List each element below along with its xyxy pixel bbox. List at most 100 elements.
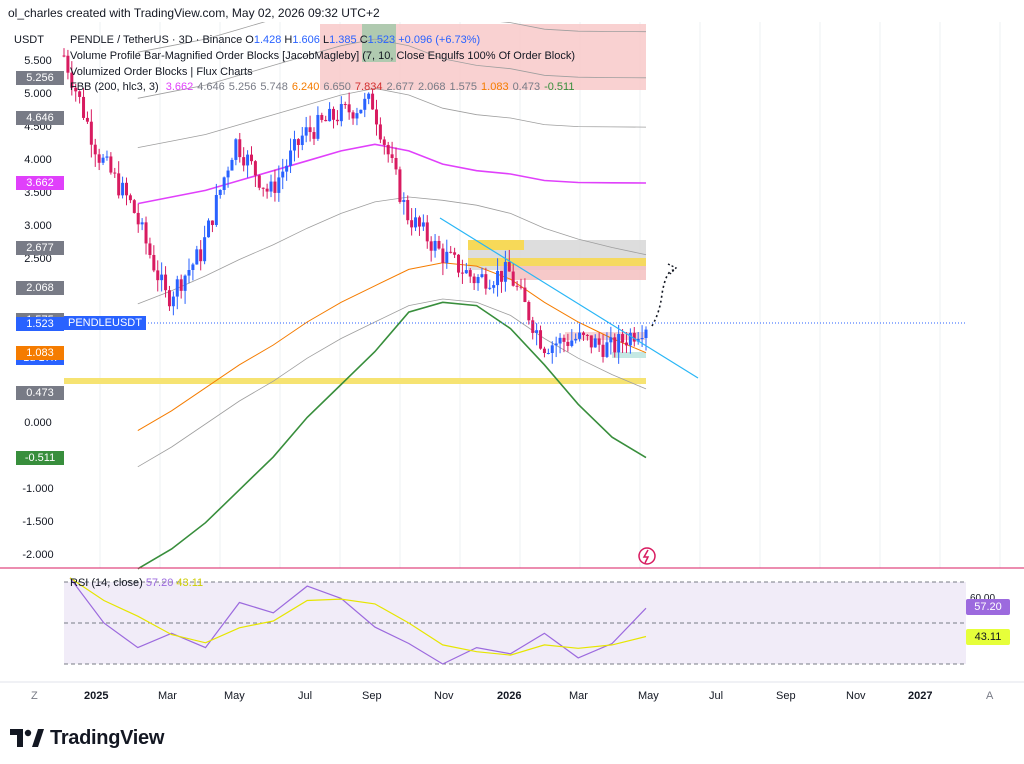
price-tick-label: 0.000 (24, 417, 52, 429)
order-block-zone-mid-red (500, 266, 646, 280)
candle-body (617, 334, 621, 353)
time-tick-label: Sep (776, 690, 796, 702)
candle-body (109, 156, 113, 173)
symbol-legend[interactable]: PENDLE / TetherUS · 3D · Binance O1.428 … (70, 34, 480, 46)
fbb-value: 3.662 (165, 81, 194, 93)
trendline (439, 217, 699, 379)
fbb-value: 6.240 (291, 81, 320, 93)
candle-body (183, 275, 187, 291)
price-tick-label: 5.500 (24, 55, 52, 68)
candle-body (445, 251, 449, 263)
time-tick-label: Sep (362, 690, 382, 702)
candle-body (574, 338, 578, 341)
candle-body (156, 270, 160, 281)
auto-scale-right-button[interactable]: A (986, 690, 994, 702)
rsi-level-top: 60.00 (970, 593, 995, 604)
candle-body (511, 271, 515, 286)
tradingview-wordmark: TradingView (50, 726, 165, 749)
price-tag: 1.083 (16, 345, 64, 360)
candle-body (62, 55, 66, 57)
candle-body (597, 338, 601, 345)
candle-body (332, 108, 336, 120)
time-tick-label: 2025 (84, 690, 109, 702)
order-block-zone-low-teal (612, 352, 646, 358)
time-tick-label: Mar (569, 690, 588, 702)
time-tick-label: 2027 (908, 690, 933, 702)
candle-body (390, 154, 394, 158)
ohlc-change: +0.096 (+6.73%) (398, 34, 481, 46)
candle-body (433, 240, 437, 251)
price-grid (99, 22, 1001, 568)
candle-body (242, 157, 246, 166)
time-tick-label: Jul (709, 690, 724, 702)
candle-body (378, 124, 382, 140)
candle-body (632, 332, 636, 342)
candle-body (484, 274, 488, 289)
candle-body (515, 285, 519, 287)
price-tag: 2.677 (16, 240, 64, 255)
fbb-inner-band (137, 196, 647, 305)
auto-scale-left-button[interactable]: Z (31, 690, 38, 702)
candle-body (566, 341, 570, 346)
indicator-order-blocks[interactable]: Volume Profile Bar-Magnified Order Block… (70, 50, 576, 62)
candle-body (234, 139, 238, 160)
candle-body (89, 121, 93, 145)
candle-body (300, 135, 304, 145)
candle-body (414, 217, 418, 228)
fbb-value: 5.748 (260, 81, 288, 93)
fibonacci-bollinger-bands (137, 22, 647, 570)
candle-body (316, 114, 320, 139)
tradingview-logo[interactable]: TradingView (10, 724, 164, 752)
price-tag: 1.523 (16, 316, 64, 331)
candle-body (624, 342, 628, 346)
price-tag: 2.068 (16, 280, 64, 295)
fbb-upper-band-3 (137, 22, 647, 53)
price-tick-label: -2.000 (22, 548, 54, 561)
rsi-ma-tag: 43.11 (966, 629, 1010, 645)
candle-body (402, 200, 406, 202)
fbb-values: 3.662 4.646 5.256 5.748 6.240 6.650 7.834 2.677… (162, 81, 575, 93)
fbb-value: 4.646 (197, 81, 225, 93)
price-tick-label: 4.000 (24, 153, 52, 166)
candle-body (230, 159, 234, 171)
rsi-ma-line (69, 577, 647, 656)
fbb-name: FBB (200, hlc3, 3) (70, 81, 159, 93)
candle-body (296, 139, 300, 145)
candle-body (558, 337, 562, 344)
candle-body (585, 334, 589, 336)
alert-icon[interactable] (638, 547, 656, 565)
chart-canvas[interactable] (0, 22, 1024, 712)
candle-body (449, 251, 453, 253)
ohlc-close-label: C (359, 34, 368, 46)
fbb-value: 2.677 (386, 81, 414, 93)
candle-body (410, 220, 414, 228)
rsi-legend[interactable]: RSI (14, close) 57.20 43.11 (70, 577, 203, 589)
candle-body (421, 222, 425, 227)
order-block-zone-mid-yellow2 (468, 258, 646, 266)
indicator-volumized-blocks[interactable]: Volumized Order Blocks | Flux Charts (70, 66, 253, 78)
candle-body (523, 287, 527, 302)
candle-body (105, 156, 109, 158)
candle-body (570, 340, 574, 346)
candle-body (249, 154, 253, 162)
fbb-value: 5.256 (228, 81, 257, 93)
candle-body (460, 272, 464, 274)
candle-body (66, 55, 70, 73)
candle-body (527, 301, 531, 321)
candle-body (621, 334, 625, 343)
ohlc-open-label: O (245, 34, 254, 46)
candle-body (82, 96, 86, 118)
candle-body (124, 182, 128, 196)
candle-body (605, 342, 609, 357)
candle-body (74, 87, 78, 92)
candle-body (136, 212, 140, 225)
candle-body (386, 144, 390, 155)
candle-body (398, 169, 402, 202)
indicator-fbb[interactable]: FBB (200, hlc3, 3) 3.662 4.646 5.256 5.748 6… (70, 81, 574, 93)
candle-body (253, 161, 257, 176)
price-tag: 0.473 (16, 385, 64, 400)
candle-body (273, 181, 277, 193)
candle-body (472, 276, 476, 284)
candle-body (320, 114, 324, 120)
candle-body (285, 165, 289, 172)
